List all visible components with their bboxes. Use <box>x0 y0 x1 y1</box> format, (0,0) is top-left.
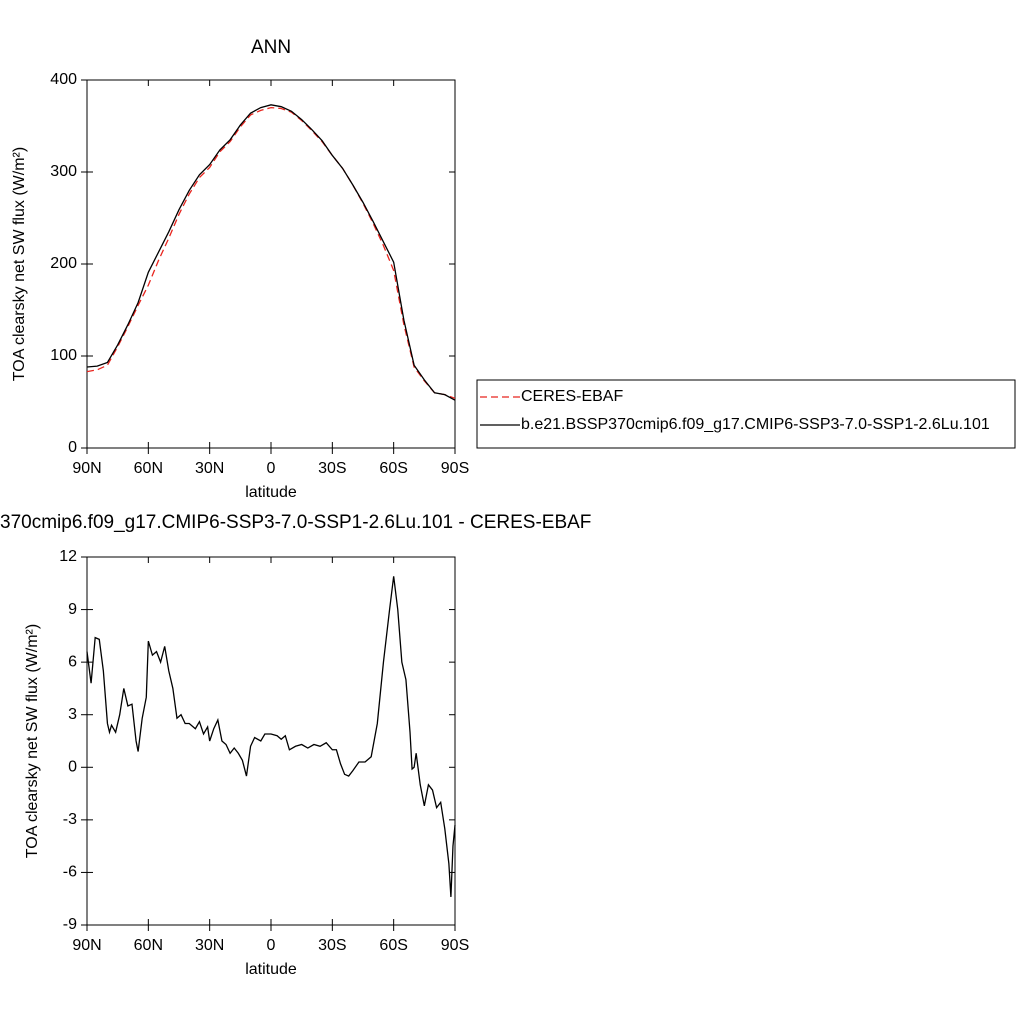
x-tick-label: 90N <box>72 937 101 954</box>
data-line <box>86 106 456 399</box>
y-tick-label: 0 <box>68 759 77 776</box>
y-tick-label: -9 <box>63 916 77 933</box>
x-tick-label: 90N <box>72 460 101 477</box>
y-tick-label: 3 <box>68 706 77 723</box>
data-line <box>86 576 456 897</box>
x-tick-label: 60S <box>379 460 407 477</box>
plot-frame <box>86 79 456 449</box>
y-tick-label: 0 <box>68 439 77 456</box>
legend-label: b.e21.BSSP370cmip6.f09_g17.CMIP6-SSP3-7.… <box>521 416 990 433</box>
y-tick-label: 6 <box>68 653 77 670</box>
y-tick-label: -3 <box>63 811 77 828</box>
x-tick-label: 60N <box>134 460 163 477</box>
y-axis-label: TOA clearsky net SW flux (W/m²) <box>11 147 28 381</box>
legend-label: CERES-EBAF <box>521 388 623 405</box>
chart-title: 370cmip6.f09_g17.CMIP6-SSP3-7.0-SSP1-2.6… <box>0 512 591 533</box>
data-line <box>86 104 456 401</box>
y-tick-label: 200 <box>50 255 77 272</box>
x-tick-label: 60N <box>134 937 163 954</box>
plot-frame <box>86 556 456 926</box>
y-tick-label: 400 <box>50 71 77 88</box>
x-tick-label: 30S <box>318 937 346 954</box>
x-tick-label: 30S <box>318 460 346 477</box>
x-tick-label: 60S <box>379 937 407 954</box>
x-tick-label: 90S <box>441 937 469 954</box>
y-tick-label: 12 <box>59 548 77 565</box>
x-tick-label: 0 <box>267 937 276 954</box>
y-tick-label: 300 <box>50 163 77 180</box>
y-tick-label: 100 <box>50 347 77 364</box>
x-tick-label: 30N <box>195 460 224 477</box>
y-tick-label: 9 <box>68 601 77 618</box>
y-tick-label: -6 <box>63 864 77 881</box>
legend-box <box>476 379 1016 449</box>
y-axis-label: TOA clearsky net SW flux (W/m²) <box>24 624 41 858</box>
x-tick-label: 30N <box>195 937 224 954</box>
chart-title: ANN <box>251 37 291 58</box>
x-axis-label: latitude <box>245 961 297 978</box>
x-axis-label: latitude <box>245 484 297 501</box>
x-tick-label: 0 <box>267 460 276 477</box>
x-tick-label: 90S <box>441 460 469 477</box>
